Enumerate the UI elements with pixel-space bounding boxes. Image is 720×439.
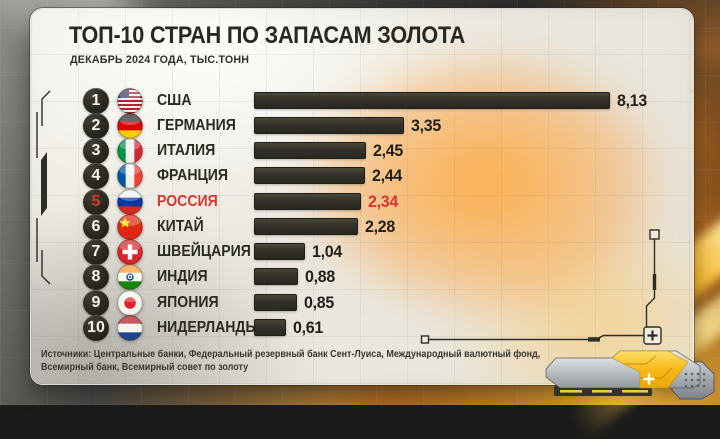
country-label: РОССИЯ: [157, 192, 218, 210]
rank-number: 3: [91, 142, 101, 159]
table-row: 10 НИДЕРЛАНДЫ 0,61: [31, 314, 693, 341]
table-row: 9 ЯПОНИЯ 0,85: [31, 289, 693, 316]
country-label: ИНДИЯ: [157, 268, 208, 286]
value-bar: [254, 192, 361, 210]
value-bar: [254, 318, 286, 336]
value-bar: [254, 116, 404, 134]
value-label: 2,34: [368, 191, 398, 211]
country-label: КИТАЙ: [157, 217, 204, 235]
flag-icon-russia: [117, 188, 143, 215]
country-label: НИДЕРЛАНДЫ: [157, 318, 260, 336]
sources-note: Источники: Центральные банки, Федеральны…: [41, 349, 540, 374]
rank-badge: 3: [83, 138, 109, 164]
page-title: ТОП-10 СТРАН ПО ЗАПАСАМ ЗОЛОТА: [69, 22, 466, 49]
value-label: 1,04: [312, 242, 342, 261]
flag-icon-china: [117, 213, 143, 240]
value-label: 2,28: [365, 216, 395, 236]
country-label: ФРАНЦИЯ: [157, 167, 229, 185]
value-bar: [254, 167, 365, 185]
rank-badge: 4: [83, 163, 109, 190]
rank-badge: 10: [83, 314, 109, 341]
flag-icon-italy: [117, 138, 143, 164]
table-row: 8 ИНДИЯ 0,88: [31, 264, 693, 291]
chart-panel: ТОП-10 СТРАН ПО ЗАПАСАМ ЗОЛОТА ДЕКАБРЬ 2…: [30, 8, 694, 385]
rank-number: 5: [91, 192, 101, 210]
value-bar: [254, 142, 366, 159]
country-label: ЯПОНИЯ: [157, 293, 219, 311]
rank-number: 6: [91, 217, 101, 235]
flag-icon-usa: [117, 87, 143, 114]
table-row: 1 США 8,13: [31, 87, 693, 114]
sources-line-2: Всемирный банк, Всемирный совет по золот…: [41, 361, 249, 373]
value-label: 0,85: [304, 292, 334, 312]
country-label: ИТАЛИЯ: [157, 142, 216, 159]
rank-number: 9: [91, 293, 101, 311]
value-bar: [254, 293, 297, 311]
table-row: 3 ИТАЛИЯ 2,45: [31, 138, 693, 164]
flag-icon-india: [117, 264, 143, 291]
flag-icon-germany: [117, 112, 143, 139]
rank-badge: 2: [83, 112, 109, 139]
flag-icon-switzerland: [117, 239, 143, 265]
value-bar: [254, 243, 305, 260]
page-subtitle: ДЕКАБРЬ 2024 ГОДА, ТЫС.ТОНН: [70, 54, 250, 66]
value-bar: [254, 91, 610, 109]
country-label: ГЕРМАНИЯ: [157, 116, 236, 134]
rank-number: 10: [87, 318, 105, 336]
table-row: 5 РОССИЯ 2,34: [31, 188, 693, 215]
rank-badge: 1: [83, 87, 109, 114]
flag-icon-france: [117, 163, 143, 190]
table-row: 7 ШВЕЙЦАРИЯ 1,04: [31, 239, 693, 265]
table-row: 6 КИТАЙ 2,28: [31, 213, 693, 240]
value-label: 0,61: [293, 317, 323, 337]
value-label: 2,44: [372, 166, 402, 186]
rank-number: 1: [91, 91, 101, 109]
rank-badge: 6: [83, 213, 109, 240]
rank-badge: 5: [83, 188, 109, 215]
table-row: 4 ФРАНЦИЯ 2,44: [31, 163, 693, 190]
rank-number: 4: [91, 167, 101, 185]
value-label: 8,13: [617, 90, 647, 110]
value-label: 3,35: [411, 115, 441, 135]
value-bar: [254, 217, 358, 235]
value-bar: [254, 268, 298, 286]
rank-number: 2: [91, 116, 101, 134]
value-label: 2,45: [373, 141, 403, 160]
rank-badge: 7: [83, 239, 109, 265]
chart-rows: 1 США 8,13 2 ГЕРМАНИЯ 3,35 3 ИТАЛИЯ 2,45 4 ФРАНЦИЯ…: [31, 9, 693, 384]
rank-badge: 8: [83, 264, 109, 291]
rank-number: 8: [91, 268, 101, 286]
table-row: 2 ГЕРМАНИЯ 3,35: [31, 112, 693, 139]
flag-icon-netherlands: [117, 314, 143, 341]
country-label: США: [157, 91, 192, 109]
rank-number: 7: [91, 243, 101, 260]
value-label: 0,88: [305, 267, 335, 287]
flag-icon-japan: [117, 289, 143, 316]
sources-line-1: Источники: Центральные банки, Федеральны…: [41, 349, 541, 360]
rank-badge: 9: [83, 289, 109, 316]
country-label: ШВЕЙЦАРИЯ: [157, 243, 251, 260]
